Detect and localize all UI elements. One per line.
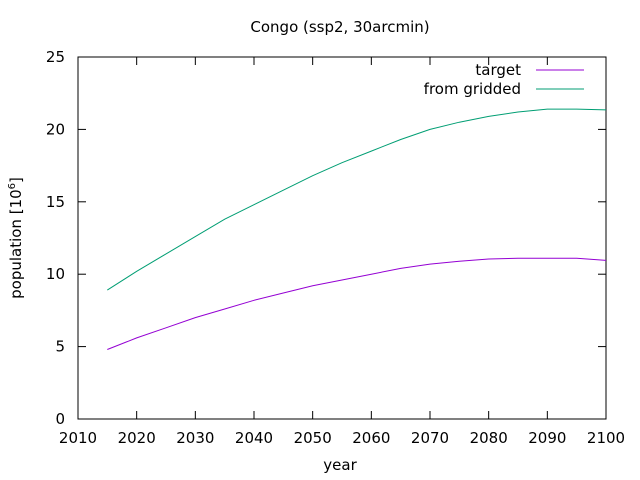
chart-title: Congo (ssp2, 30arcmin): [250, 18, 429, 36]
y-axis-label-end: ]: [7, 177, 25, 183]
x-tick-label: 2020: [118, 429, 156, 447]
x-tick-label: 2070: [411, 429, 449, 447]
y-axis-label-main: population [10: [7, 189, 25, 299]
series-line-0: [107, 257, 607, 350]
x-tick-label: 2030: [176, 429, 214, 447]
plot-frame: [77, 56, 607, 420]
y-tick-label: 25: [46, 48, 65, 66]
y-tick-label: 5: [55, 338, 65, 356]
x-tick-label: 2080: [470, 429, 508, 447]
y-axis-label-sup: 6: [7, 183, 18, 189]
y-tick-label: 20: [46, 120, 65, 138]
legend-label: target: [475, 61, 521, 79]
x-axis-label: year: [323, 456, 357, 474]
y-tick-label: 0: [55, 410, 65, 428]
y-tick-label: 15: [46, 193, 65, 211]
series-layer: [107, 108, 607, 350]
y-axis-label: population [106]: [7, 177, 25, 299]
x-tick-label: 2010: [59, 429, 97, 447]
series-line-1: [107, 108, 607, 291]
x-tick-label: 2060: [352, 429, 390, 447]
y-tick-label: 10: [46, 265, 65, 283]
x-tick-label: 2050: [294, 429, 332, 447]
axis-ticks: 2010 2020 2030 2040 2050 2060 2070 2080 2090 2100…: [46, 48, 625, 447]
x-tick-label: 2040: [235, 429, 273, 447]
x-tick-label: 2090: [528, 429, 566, 447]
legend-label: from gridded: [424, 80, 521, 98]
x-tick-label: 2100: [587, 429, 625, 447]
